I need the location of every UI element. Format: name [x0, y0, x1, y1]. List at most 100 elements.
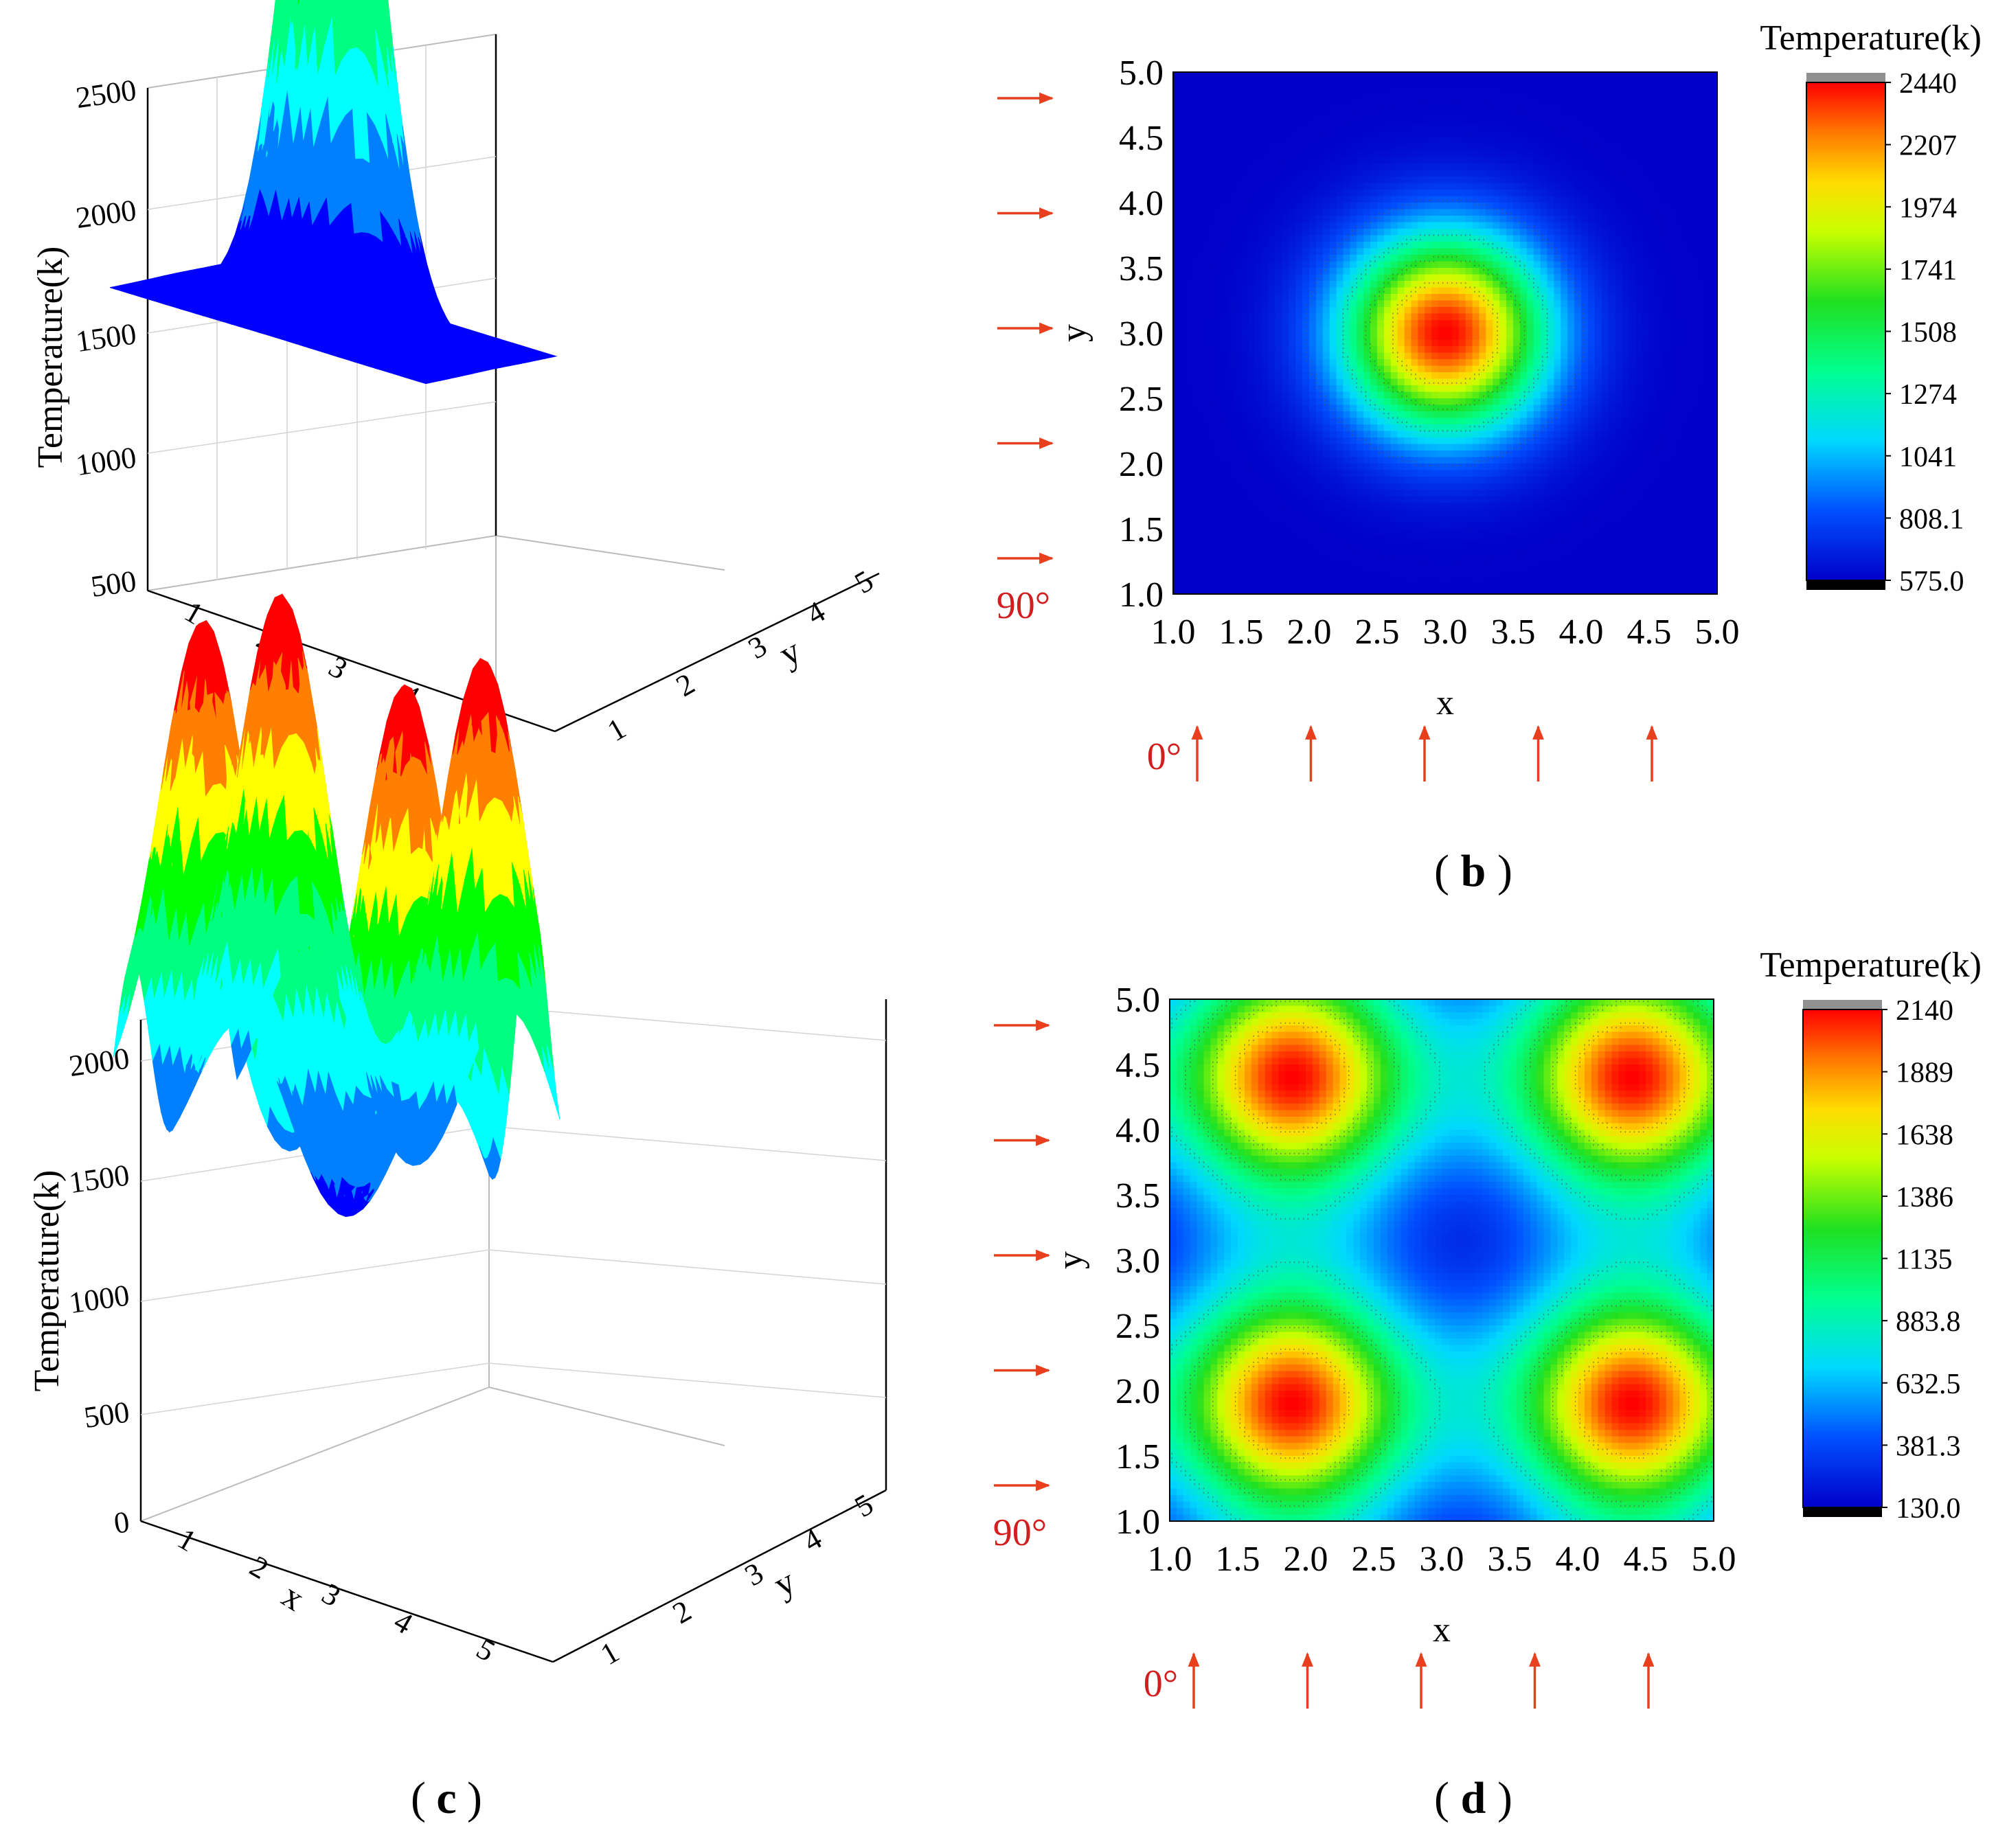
panel-b-cell — [1404, 104, 1412, 112]
panel-b-cell — [1377, 561, 1385, 569]
panel-b-cell — [1315, 574, 1324, 582]
panel-b-cell — [1329, 307, 1337, 315]
panel-b-cell — [1261, 85, 1269, 93]
panel-b-cell — [1397, 568, 1405, 575]
panel-b-cell — [1309, 170, 1317, 177]
panel-b-cell — [1214, 144, 1221, 151]
panel-b-cell — [1214, 372, 1221, 380]
panel-b-cell — [1295, 176, 1303, 184]
panel-b-cell — [1207, 72, 1214, 80]
panel-b-cell — [1350, 581, 1357, 589]
panel-b-cell — [1336, 222, 1344, 229]
panel-b-cell — [1186, 483, 1194, 490]
panel-b-cell — [1186, 144, 1194, 151]
panel-b-cell — [1302, 111, 1310, 119]
panel-b-cell — [1289, 477, 1296, 484]
panel-b-cell — [1282, 261, 1289, 269]
panel-b-cell — [1377, 457, 1385, 464]
panel-b-cell — [1350, 137, 1357, 145]
panel-b-cell — [1207, 130, 1214, 138]
panel-b-cell — [1214, 248, 1221, 255]
panel-b-cell — [1227, 561, 1235, 569]
panel-b-cell — [1425, 385, 1432, 393]
panel-b-cell — [1214, 398, 1221, 406]
panel-b-cell — [1173, 117, 1181, 125]
panel-b-cell — [1254, 378, 1262, 386]
panel-b-cell — [1295, 378, 1303, 386]
panel-b-cell — [1200, 98, 1208, 106]
panel-b-cell — [1268, 255, 1276, 262]
panel-b-cell — [1357, 418, 1364, 425]
panel-b-cell — [1227, 581, 1235, 589]
panel-b-cell — [1261, 176, 1269, 184]
panel-b-cell — [1261, 209, 1269, 216]
panel-b-cell — [1309, 98, 1317, 106]
panel-b-cell — [1418, 359, 1425, 367]
panel-b-cell — [1234, 242, 1242, 249]
panel-b-cell — [1282, 522, 1289, 529]
panel-b-cell — [1207, 450, 1214, 458]
panel-b-cell — [1186, 170, 1194, 177]
panel-b-cell — [1350, 124, 1357, 132]
panel-b-cell — [1357, 104, 1364, 112]
panel-b-cell — [1357, 378, 1364, 386]
panel-b-cell — [1227, 542, 1235, 549]
panel-b-cell — [1221, 117, 1228, 125]
panel-b-cell — [1179, 111, 1188, 119]
panel-b-cell — [1261, 248, 1269, 255]
panel-b-cell — [1343, 190, 1350, 197]
panel-b-cell — [1383, 203, 1392, 210]
panel-b-heatmap — [1173, 72, 1718, 595]
panel-b-cell — [1309, 418, 1317, 425]
panel-b-cell — [1302, 229, 1310, 236]
panel-b-cell — [1329, 470, 1337, 477]
panel-b-cell — [1193, 274, 1201, 282]
panel-b-cell — [1207, 248, 1214, 255]
panel-b-cell — [1200, 281, 1208, 288]
panel-b-cell — [1207, 229, 1214, 236]
panel-b-cell — [1179, 548, 1188, 556]
panel-b-cell — [1275, 359, 1282, 367]
panel-b-cell — [1397, 85, 1405, 93]
panel-b-cell — [1268, 248, 1276, 255]
panel-b-cell — [1315, 203, 1324, 210]
panel-b-cell — [1227, 411, 1235, 419]
panel-b-cell — [1282, 98, 1289, 106]
panel-b-cell — [1241, 307, 1249, 315]
panel-b-cell — [1254, 470, 1262, 477]
panel-b-cell — [1247, 496, 1256, 503]
panel-b-cell — [1295, 529, 1303, 536]
panel-b-cell — [1343, 111, 1350, 119]
panel-b-cell — [1357, 529, 1364, 536]
panel-b-cell — [1336, 535, 1344, 543]
panel-b-cell — [1390, 581, 1398, 589]
panel-b-cell — [1418, 261, 1425, 269]
panel-b-cell — [1214, 404, 1221, 412]
panel-b-cell — [1418, 85, 1425, 93]
panel-b-cell — [1227, 190, 1235, 197]
panel-b-cell — [1383, 130, 1392, 138]
panel-b-cell — [1247, 163, 1256, 171]
panel-b-cell — [1377, 190, 1385, 197]
panel-b-cell — [1302, 248, 1310, 255]
panel-b-cell — [1221, 111, 1228, 119]
panel-b-cell — [1200, 411, 1208, 419]
panel-b-cell — [1302, 457, 1310, 464]
panel-b-cell — [1289, 124, 1296, 132]
panel-b-cell — [1247, 98, 1256, 106]
panel-b-cell — [1309, 72, 1317, 80]
panel-b-cell — [1343, 359, 1350, 367]
panel-b-cell — [1234, 385, 1242, 393]
panel-b-cell — [1186, 72, 1194, 80]
panel-b-cell — [1329, 568, 1337, 575]
panel-b-cell — [1200, 157, 1208, 164]
panel-b-cell — [1186, 535, 1194, 543]
panel-b-cell — [1221, 274, 1228, 282]
panel-b-cell — [1418, 255, 1425, 262]
panel-b-cell — [1289, 483, 1296, 490]
panel-b-cell — [1350, 535, 1357, 543]
panel-b-cell — [1207, 418, 1214, 425]
panel-b-cell — [1302, 216, 1310, 223]
panel-b-cell — [1302, 568, 1310, 575]
panel-b-cell — [1363, 72, 1371, 80]
